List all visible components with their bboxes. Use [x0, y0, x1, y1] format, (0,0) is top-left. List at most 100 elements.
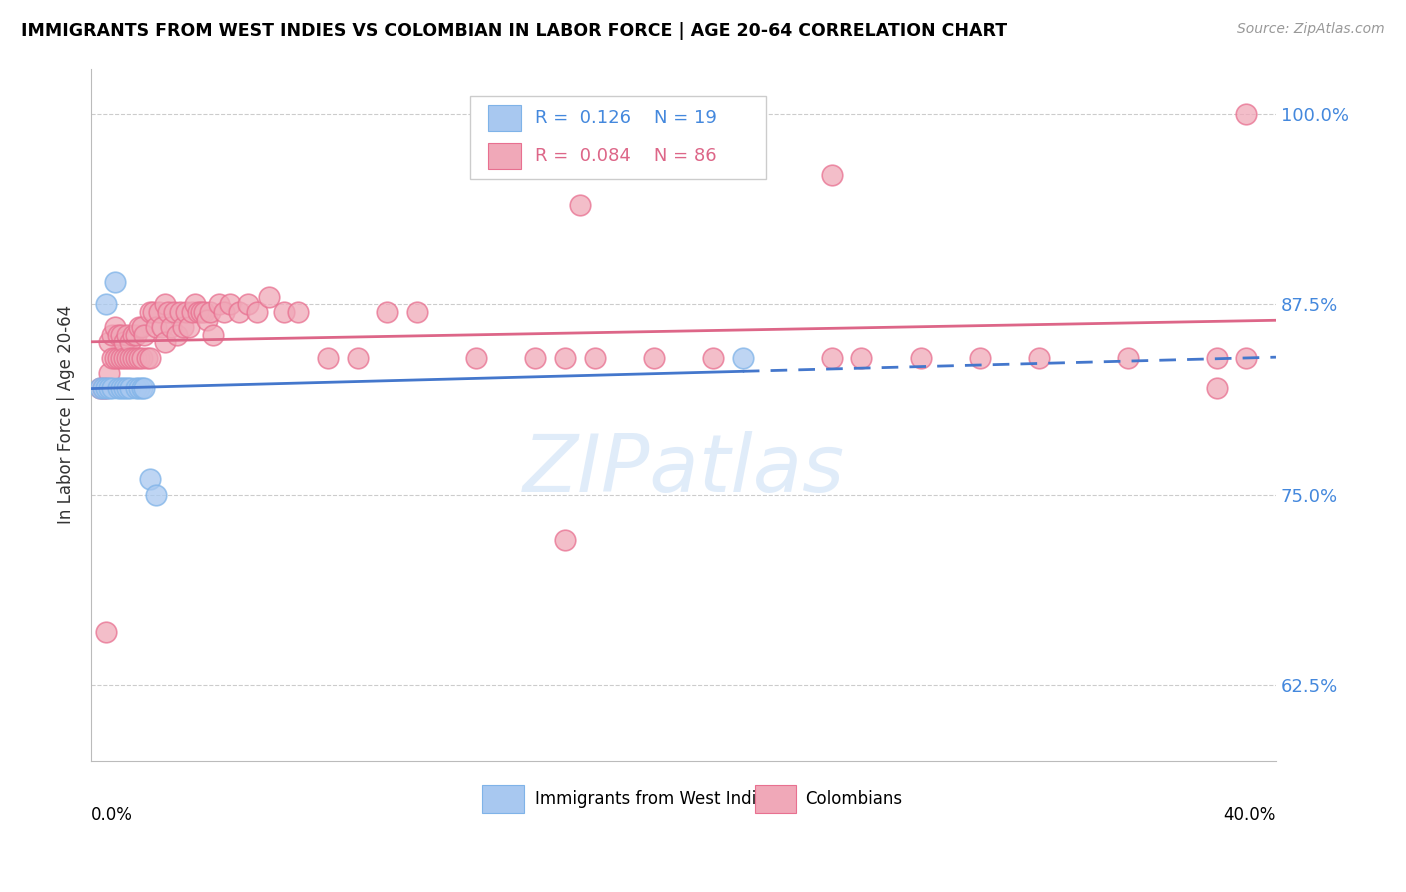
Point	[94, 381, 117, 395]
Text: ZIPatlas: ZIPatlas	[523, 431, 845, 509]
Bar	[488, 143, 522, 169]
Point	[124, 327, 146, 342]
Point	[131, 381, 153, 395]
Point	[153, 297, 176, 311]
Point	[316, 351, 339, 365]
Point	[1234, 351, 1257, 365]
Point	[160, 320, 183, 334]
Point	[89, 381, 111, 395]
Point	[107, 351, 129, 365]
Point	[1205, 351, 1227, 365]
Point	[148, 305, 170, 319]
Point	[246, 305, 269, 319]
Point	[145, 320, 167, 334]
Point	[97, 366, 120, 380]
Point	[101, 381, 124, 395]
Y-axis label: In Labor Force | Age 20-64: In Labor Force | Age 20-64	[58, 305, 75, 524]
Point	[121, 351, 143, 365]
Point	[465, 351, 488, 365]
Point	[97, 335, 120, 350]
Point	[124, 381, 146, 395]
Point	[583, 351, 606, 365]
Point	[1028, 351, 1050, 365]
Point	[287, 305, 309, 319]
Point	[174, 305, 197, 319]
Point	[110, 351, 132, 365]
Point	[195, 312, 218, 326]
Point	[145, 487, 167, 501]
Bar	[488, 104, 522, 131]
Point	[134, 381, 156, 395]
Point	[187, 305, 209, 319]
Point	[101, 327, 124, 342]
Text: 0.0%: 0.0%	[91, 805, 134, 824]
Point	[150, 320, 173, 334]
Point	[228, 305, 250, 319]
Point	[153, 335, 176, 350]
Point	[128, 381, 150, 395]
Point	[377, 305, 399, 319]
Bar	[470, 96, 766, 179]
Text: IMMIGRANTS FROM WEST INDIES VS COLOMBIAN IN LABOR FORCE | AGE 20-64 CORRELATION : IMMIGRANTS FROM WEST INDIES VS COLOMBIAN…	[21, 22, 1007, 40]
Point	[89, 381, 111, 395]
Point	[118, 335, 141, 350]
Point	[115, 327, 138, 342]
Point	[115, 381, 138, 395]
Point	[94, 297, 117, 311]
Point	[110, 381, 132, 395]
Point	[568, 198, 591, 212]
Text: Source: ZipAtlas.com: Source: ZipAtlas.com	[1237, 22, 1385, 37]
Point	[524, 351, 547, 365]
Point	[236, 297, 259, 311]
Point	[643, 351, 665, 365]
Point	[107, 381, 129, 395]
Point	[257, 290, 280, 304]
Text: 40.0%: 40.0%	[1223, 805, 1277, 824]
Point	[94, 624, 117, 639]
Point	[177, 320, 200, 334]
Point	[198, 305, 221, 319]
Point	[184, 297, 207, 311]
Point	[139, 351, 162, 365]
Point	[702, 351, 724, 365]
Point	[190, 305, 212, 319]
Point	[91, 381, 114, 395]
Point	[139, 472, 162, 486]
Point	[121, 327, 143, 342]
Point	[104, 320, 127, 334]
Point	[157, 305, 180, 319]
Point	[969, 351, 991, 365]
Point	[112, 381, 135, 395]
Point	[910, 351, 932, 365]
Point	[346, 351, 368, 365]
Point	[112, 351, 135, 365]
Point	[207, 297, 229, 311]
Point	[128, 320, 150, 334]
Point	[193, 305, 215, 319]
Point	[554, 351, 576, 365]
Point	[166, 327, 188, 342]
Point	[107, 327, 129, 342]
Point	[1116, 351, 1139, 365]
Point	[131, 351, 153, 365]
Point	[180, 305, 202, 319]
Point	[731, 351, 754, 365]
Point	[104, 275, 127, 289]
Point	[142, 305, 165, 319]
Point	[112, 335, 135, 350]
Point	[128, 351, 150, 365]
Point	[169, 305, 191, 319]
Text: R =  0.126    N = 19: R = 0.126 N = 19	[536, 109, 717, 127]
Point	[124, 351, 146, 365]
Point	[94, 381, 117, 395]
Bar	[755, 785, 796, 813]
Text: Colombians: Colombians	[806, 790, 903, 808]
Point	[118, 351, 141, 365]
Point	[115, 351, 138, 365]
Point	[163, 305, 186, 319]
Point	[273, 305, 295, 319]
Point	[136, 351, 159, 365]
Point	[406, 305, 429, 319]
Point	[134, 327, 156, 342]
Point	[139, 305, 162, 319]
